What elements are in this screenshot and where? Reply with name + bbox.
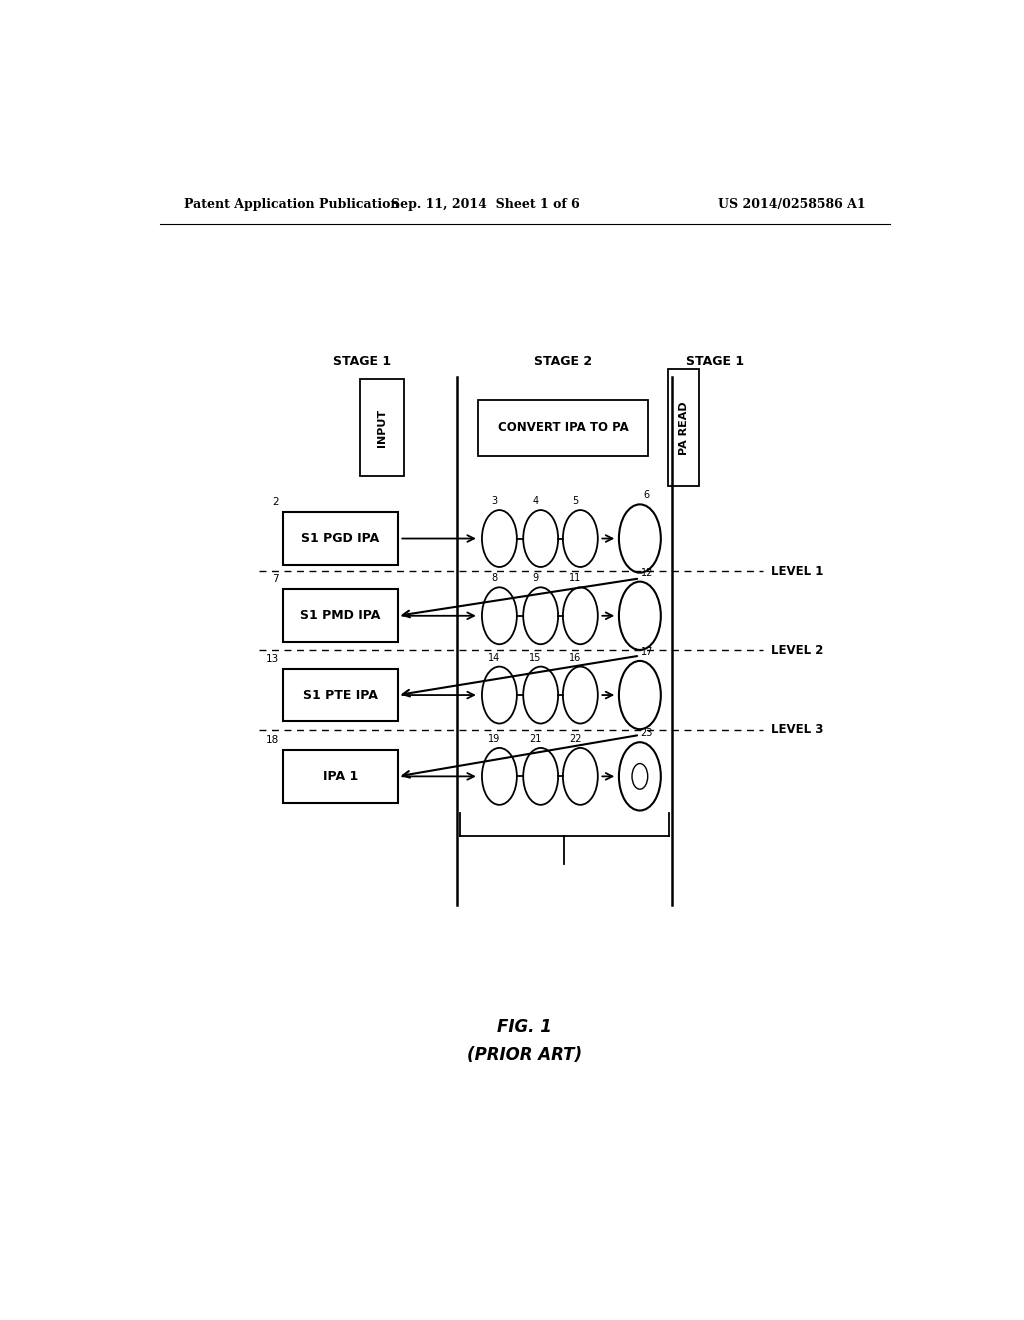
- Ellipse shape: [563, 667, 598, 723]
- FancyBboxPatch shape: [283, 750, 397, 803]
- Ellipse shape: [523, 510, 558, 568]
- Text: 6: 6: [644, 490, 650, 500]
- FancyBboxPatch shape: [283, 512, 397, 565]
- Ellipse shape: [523, 748, 558, 805]
- Text: 19: 19: [488, 734, 501, 744]
- Text: LEVEL 2: LEVEL 2: [771, 644, 823, 657]
- Ellipse shape: [563, 748, 598, 805]
- Ellipse shape: [482, 510, 517, 568]
- Text: LEVEL 3: LEVEL 3: [771, 723, 823, 737]
- Ellipse shape: [618, 582, 660, 649]
- Text: STAGE 2: STAGE 2: [534, 355, 592, 368]
- Ellipse shape: [523, 587, 558, 644]
- FancyBboxPatch shape: [283, 589, 397, 643]
- Ellipse shape: [618, 742, 660, 810]
- Text: 18: 18: [265, 735, 279, 744]
- Text: 7: 7: [272, 574, 279, 585]
- FancyBboxPatch shape: [668, 370, 699, 486]
- Ellipse shape: [482, 667, 517, 723]
- Text: 15: 15: [529, 652, 542, 663]
- Text: STAGE 1: STAGE 1: [686, 355, 744, 368]
- Ellipse shape: [618, 661, 660, 729]
- FancyBboxPatch shape: [477, 400, 648, 455]
- FancyBboxPatch shape: [283, 669, 397, 722]
- Text: LEVEL 1: LEVEL 1: [771, 565, 823, 578]
- Ellipse shape: [563, 510, 598, 568]
- Text: (PRIOR ART): (PRIOR ART): [467, 1045, 583, 1064]
- Text: S1 PTE IPA: S1 PTE IPA: [303, 689, 378, 701]
- Text: 2: 2: [272, 498, 279, 507]
- Text: IPA 1: IPA 1: [323, 770, 358, 783]
- Text: 22: 22: [569, 734, 582, 744]
- Ellipse shape: [482, 587, 517, 644]
- Text: Sep. 11, 2014  Sheet 1 of 6: Sep. 11, 2014 Sheet 1 of 6: [391, 198, 580, 211]
- Text: 16: 16: [569, 652, 582, 663]
- Ellipse shape: [618, 504, 660, 573]
- Text: INPUT: INPUT: [377, 409, 387, 446]
- Text: 3: 3: [492, 496, 498, 506]
- Text: 12: 12: [641, 568, 653, 578]
- Text: Patent Application Publication: Patent Application Publication: [183, 198, 399, 211]
- Ellipse shape: [563, 587, 598, 644]
- Text: US 2014/0258586 A1: US 2014/0258586 A1: [719, 198, 866, 211]
- Text: STAGE 1: STAGE 1: [333, 355, 391, 368]
- Text: 5: 5: [572, 496, 579, 506]
- FancyBboxPatch shape: [360, 379, 403, 477]
- Text: 13: 13: [265, 653, 279, 664]
- Ellipse shape: [632, 763, 648, 789]
- Text: S1 PGD IPA: S1 PGD IPA: [301, 532, 380, 545]
- Text: 8: 8: [492, 573, 498, 583]
- Text: 9: 9: [532, 573, 539, 583]
- Text: 17: 17: [641, 647, 653, 657]
- Text: 4: 4: [532, 496, 539, 506]
- Text: 21: 21: [529, 734, 542, 744]
- Text: S1 PMD IPA: S1 PMD IPA: [300, 610, 381, 622]
- Ellipse shape: [482, 748, 517, 805]
- Text: CONVERT IPA TO PA: CONVERT IPA TO PA: [498, 421, 629, 434]
- Text: PA READ: PA READ: [679, 401, 688, 454]
- Ellipse shape: [523, 667, 558, 723]
- Text: 14: 14: [488, 652, 501, 663]
- Text: 23: 23: [641, 729, 653, 738]
- Text: 11: 11: [569, 573, 582, 583]
- Text: FIG. 1: FIG. 1: [498, 1019, 552, 1036]
